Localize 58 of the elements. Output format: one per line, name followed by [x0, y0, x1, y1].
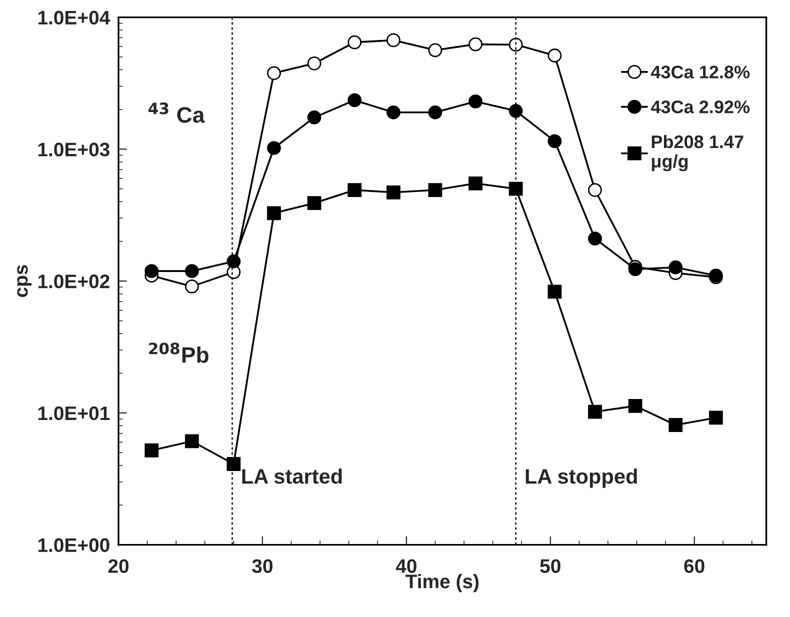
point — [548, 134, 562, 148]
point — [386, 33, 400, 48]
annotation: $^{43}$ Ca — [148, 102, 205, 123]
point — [267, 206, 281, 220]
point — [428, 43, 442, 58]
x-tick-label: 20 — [108, 559, 129, 573]
legend-label: Pb208 1.47 μg/g — [652, 134, 744, 172]
ref-line-label: LA stopped — [526, 468, 637, 488]
y-tick-label: 1.0E+00 — [38, 538, 110, 552]
point — [184, 434, 199, 448]
point — [508, 182, 523, 196]
y-tick-label: 1.0E+01 — [38, 406, 110, 420]
legend-label: 43Ca 12.8% — [650, 66, 750, 78]
point — [508, 38, 523, 52]
x-tick-label: 30 — [252, 559, 272, 574]
point — [668, 418, 683, 432]
point — [226, 457, 241, 471]
point — [144, 264, 159, 278]
annotation: $^{208}$Pb — [149, 342, 208, 363]
point — [184, 264, 199, 278]
point — [708, 410, 723, 425]
point — [548, 284, 562, 299]
point — [508, 104, 523, 118]
y-axis-title: cps — [17, 265, 32, 298]
point — [386, 185, 400, 200]
point — [628, 262, 642, 276]
x-tick-label: 50 — [540, 559, 560, 573]
legend-label: 43Ca 2.92% — [650, 100, 750, 114]
point — [307, 196, 322, 210]
point — [184, 280, 199, 294]
point — [588, 404, 602, 419]
point — [668, 260, 683, 274]
point — [468, 37, 482, 52]
y-tick-label: 1.0E+03 — [38, 142, 110, 156]
x-axis-title: Time (s) — [406, 574, 479, 592]
point — [386, 105, 400, 120]
y-tick-label: 1.0E+04 — [38, 10, 110, 25]
point — [348, 35, 362, 50]
point — [307, 110, 322, 124]
point — [267, 66, 281, 80]
point — [348, 93, 362, 108]
x-tick-label: 40 — [396, 559, 416, 573]
point — [307, 56, 322, 70]
point — [267, 141, 281, 155]
point — [428, 105, 442, 120]
point — [588, 183, 602, 197]
point — [468, 176, 482, 190]
point — [588, 232, 602, 246]
point — [144, 443, 159, 458]
point — [628, 398, 642, 413]
point — [428, 183, 442, 197]
point — [226, 254, 241, 268]
ref-line-label: LA started — [242, 468, 342, 484]
point — [468, 94, 482, 108]
point — [348, 183, 362, 197]
x-tick-label: 60 — [684, 559, 704, 573]
point — [548, 48, 562, 62]
y-tick-label: 1.0E+02 — [38, 274, 110, 288]
